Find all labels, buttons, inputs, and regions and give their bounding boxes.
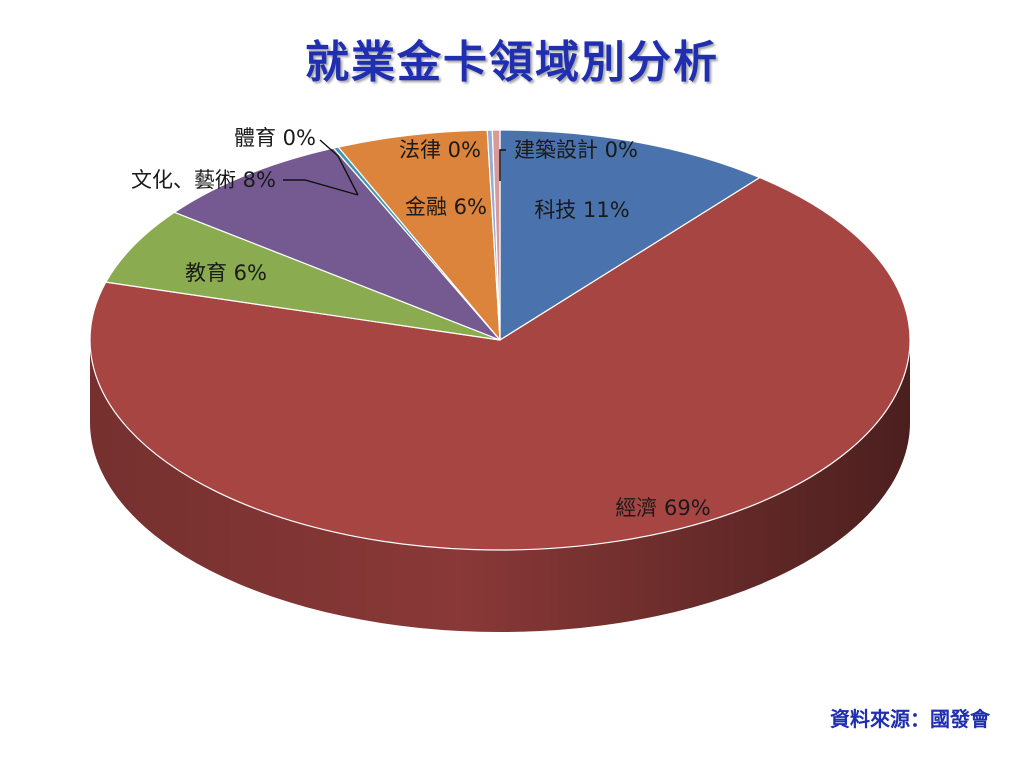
slice-4-leader bbox=[319, 139, 359, 196]
slice-6-label: 法律 0% bbox=[399, 138, 481, 162]
slice-3-label: 文化、藝術 8% bbox=[131, 168, 276, 192]
slice-1 bbox=[89, 176, 911, 551]
slice-1-label: 經濟 69% bbox=[615, 496, 710, 520]
slice-5-label: 金融 6% bbox=[405, 195, 487, 219]
slice-2-label: 教育 6% bbox=[185, 261, 267, 285]
slice-3 bbox=[173, 147, 501, 341]
slice-5 bbox=[337, 129, 501, 341]
slice-7-leader bbox=[499, 149, 506, 181]
source-note: 資料來源：國發會 bbox=[830, 707, 990, 731]
slice-0-label: 科技 11% bbox=[534, 198, 629, 222]
slice-1-side-shade bbox=[90, 340, 910, 632]
slice-2 bbox=[105, 211, 501, 341]
slice-7 bbox=[491, 129, 501, 341]
slice-3-leader bbox=[283, 179, 359, 196]
slice-7-label: 建築設計 0% bbox=[514, 138, 638, 162]
chart-title: 就業金卡領域別分析 bbox=[305, 37, 719, 88]
slice-4-label: 體育 0% bbox=[234, 126, 316, 150]
slice-0 bbox=[499, 129, 761, 341]
